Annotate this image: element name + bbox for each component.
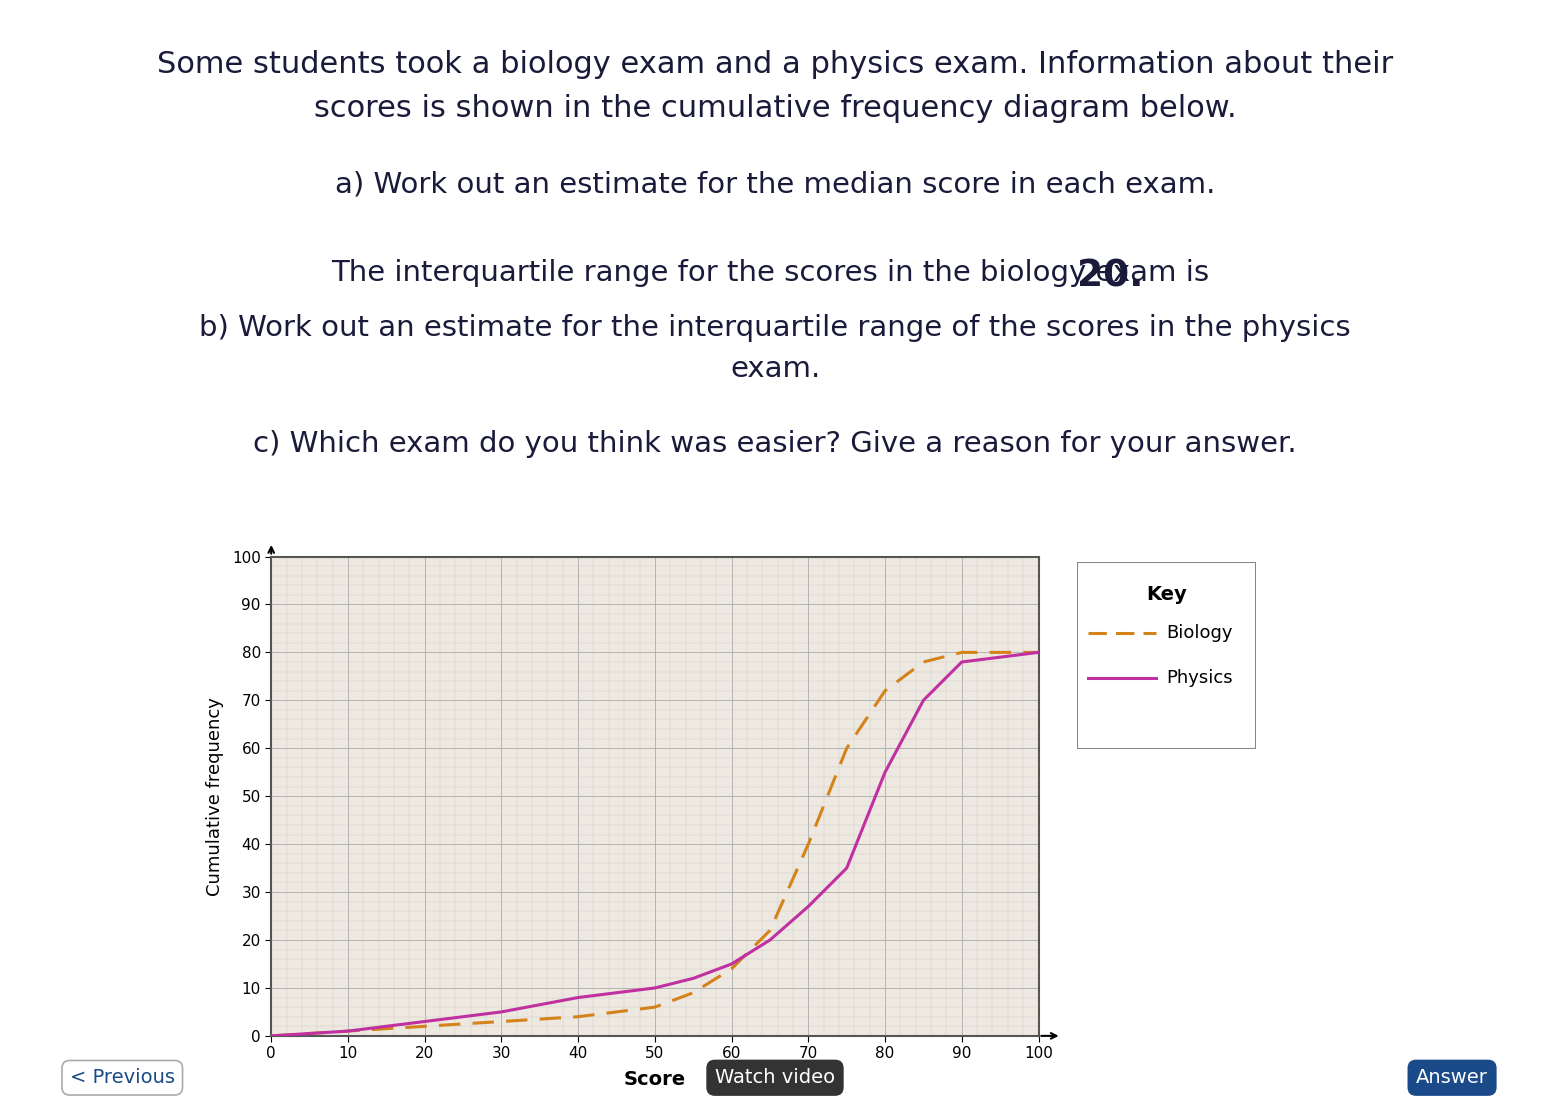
Text: 20.: 20. (1077, 259, 1144, 295)
Text: a) Work out an estimate for the median score in each exam.: a) Work out an estimate for the median s… (335, 171, 1215, 198)
Text: Biology: Biology (1166, 624, 1232, 642)
Text: Key: Key (1145, 584, 1187, 604)
X-axis label: Score: Score (623, 1070, 687, 1089)
Text: exam.: exam. (730, 355, 820, 382)
Text: Answer: Answer (1417, 1068, 1488, 1088)
Text: Watch video: Watch video (715, 1068, 835, 1088)
Text: b) Work out an estimate for the interquartile range of the scores in the physics: b) Work out an estimate for the interqua… (200, 314, 1350, 342)
Text: The interquartile range for the scores in the biology exam is: The interquartile range for the scores i… (332, 259, 1218, 287)
Text: Some students took a biology exam and a physics exam. Information about their: Some students took a biology exam and a … (157, 50, 1393, 78)
Text: c) Which exam do you think was easier? Give a reason for your answer.: c) Which exam do you think was easier? G… (253, 430, 1297, 457)
Y-axis label: Cumulative frequency: Cumulative frequency (206, 696, 223, 896)
Text: Physics: Physics (1166, 669, 1232, 688)
Text: < Previous: < Previous (70, 1068, 175, 1088)
Text: scores is shown in the cumulative frequency diagram below.: scores is shown in the cumulative freque… (313, 94, 1237, 122)
Text: Exam results: Exam results (574, 521, 736, 542)
